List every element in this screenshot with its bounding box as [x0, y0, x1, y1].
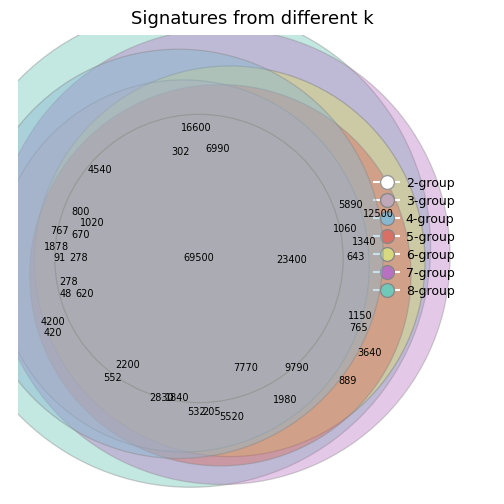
Text: 620: 620	[76, 289, 94, 299]
Text: 5890: 5890	[338, 200, 363, 210]
Text: 278: 278	[69, 254, 87, 264]
Text: 3640: 3640	[357, 348, 382, 358]
Text: 8: 8	[61, 242, 67, 253]
Text: 187: 187	[44, 242, 62, 253]
Circle shape	[34, 66, 425, 457]
Circle shape	[0, 29, 450, 484]
Text: 670: 670	[72, 230, 90, 240]
Circle shape	[0, 80, 369, 452]
Text: 889: 889	[339, 376, 357, 386]
Circle shape	[0, 49, 383, 459]
Text: 6990: 6990	[205, 144, 230, 154]
Text: 767: 767	[50, 226, 69, 235]
Text: 205: 205	[202, 407, 220, 417]
Circle shape	[30, 85, 411, 466]
Text: 4200: 4200	[41, 317, 66, 327]
Text: 9790: 9790	[284, 363, 309, 373]
Text: 532: 532	[187, 407, 206, 417]
Text: 1060: 1060	[333, 224, 357, 234]
Text: 420: 420	[44, 328, 62, 338]
Text: 643: 643	[346, 251, 364, 262]
Text: 278: 278	[59, 277, 78, 287]
Title: Signatures from different k: Signatures from different k	[131, 10, 373, 28]
Text: 1840: 1840	[165, 393, 190, 403]
Text: 23400: 23400	[277, 256, 307, 265]
Text: 7770: 7770	[233, 363, 258, 373]
Text: 1020: 1020	[80, 218, 104, 228]
Text: 16600: 16600	[181, 123, 212, 133]
Text: 1340: 1340	[352, 237, 377, 247]
Legend: 2-group, 3-group, 4-group, 5-group, 6-group, 7-group, 8-group: 2-group, 3-group, 4-group, 5-group, 6-gr…	[371, 173, 458, 301]
Text: 2830: 2830	[150, 393, 174, 403]
Text: 91: 91	[53, 254, 66, 264]
Text: 800: 800	[72, 207, 90, 217]
Text: 302: 302	[171, 147, 190, 157]
Text: 552: 552	[103, 372, 122, 383]
Text: 5520: 5520	[219, 412, 244, 421]
Text: 765: 765	[350, 323, 368, 333]
Text: 1980: 1980	[273, 395, 298, 405]
Text: 69500: 69500	[183, 254, 214, 264]
Text: 48: 48	[60, 289, 72, 299]
Text: 12500: 12500	[363, 209, 394, 219]
Text: 4540: 4540	[87, 165, 112, 175]
Circle shape	[0, 8, 430, 487]
Text: 2200: 2200	[115, 360, 140, 370]
Text: 1150: 1150	[348, 311, 372, 321]
